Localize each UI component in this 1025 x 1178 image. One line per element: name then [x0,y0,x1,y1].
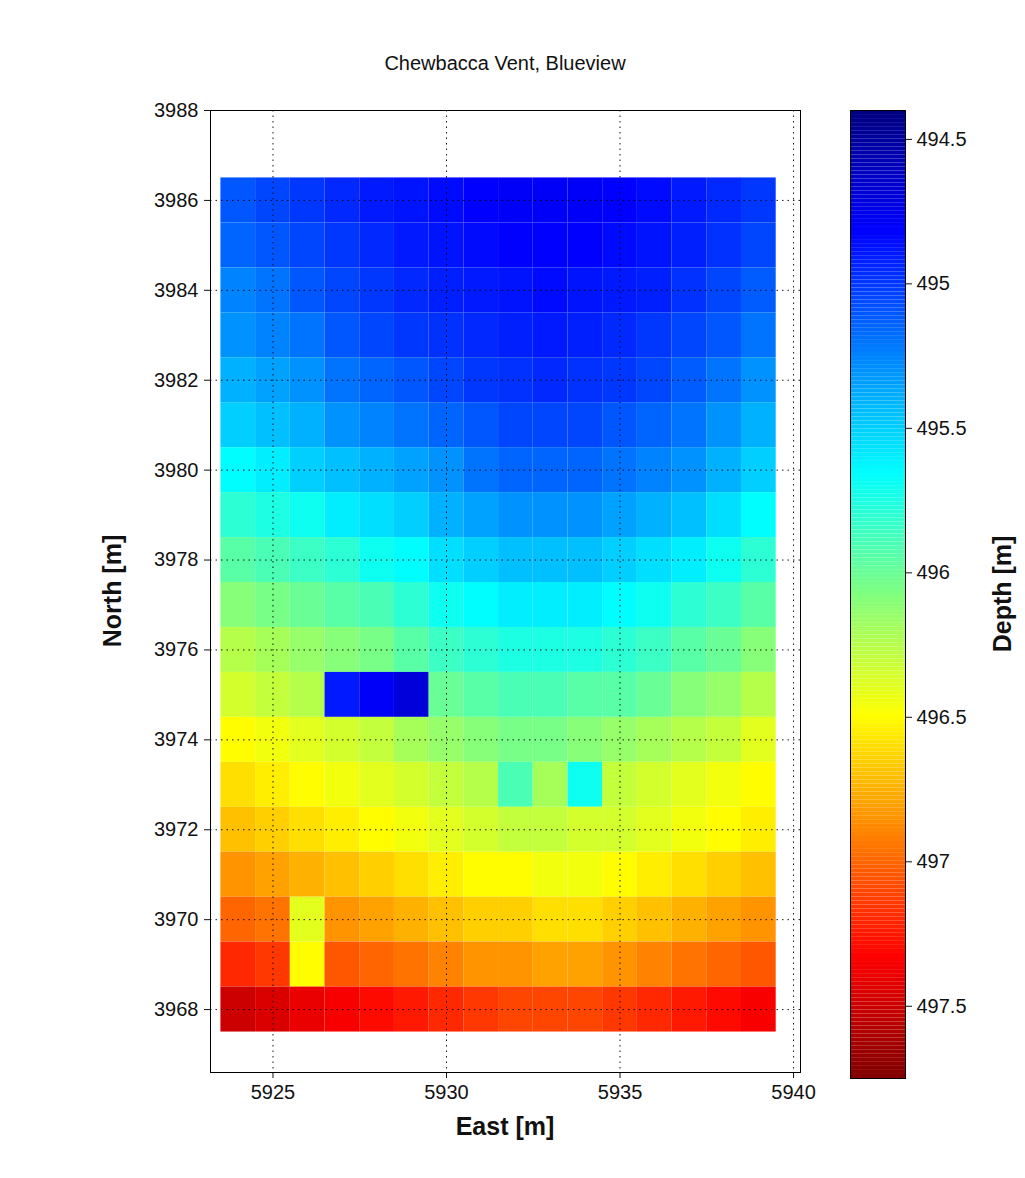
svg-text:3986: 3986 [154,189,199,211]
svg-text:495: 495 [917,272,950,294]
svg-text:3982: 3982 [154,369,199,391]
svg-text:5925: 5925 [251,1081,296,1103]
svg-text:5930: 5930 [424,1081,469,1103]
svg-text:3980: 3980 [154,459,199,481]
svg-text:5935: 5935 [598,1081,643,1103]
html-text:North [m]: North [m] [97,534,126,648]
svg-text:3968: 3968 [154,998,199,1020]
svg-text:497.5: 497.5 [917,995,967,1017]
html-text:East [m]: East [m] [455,1112,555,1140]
svg-text:3974: 3974 [154,728,199,750]
svg-text:497: 497 [917,850,950,872]
svg-text:3976: 3976 [154,638,199,660]
svg-text:3978: 3978 [154,548,199,570]
svg-text:3988: 3988 [154,99,199,121]
svg-text:3970: 3970 [154,908,199,930]
svg-text:495.5: 495.5 [917,417,967,439]
html-text:Depth [m]: Depth [m] [987,535,1016,653]
svg-text:5940: 5940 [771,1081,816,1103]
svg-text:496.5: 496.5 [917,706,967,728]
svg-text:3984: 3984 [154,279,199,301]
svg-text:494.5: 494.5 [917,128,967,150]
svg-text:3972: 3972 [154,818,199,840]
svg-text:496: 496 [917,561,950,583]
html-text:Chewbacca Vent, Blueview: Chewbacca Vent, Blueview [384,52,626,74]
